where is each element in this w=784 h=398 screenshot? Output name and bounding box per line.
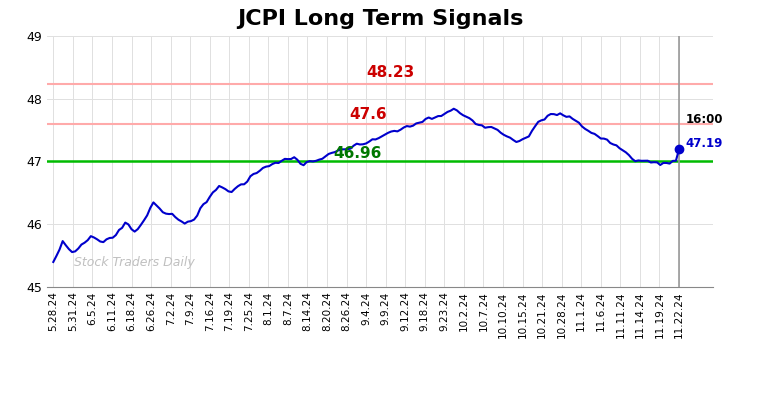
Text: 47.19: 47.19 (685, 137, 723, 150)
Text: 46.96: 46.96 (333, 146, 382, 161)
Text: Stock Traders Daily: Stock Traders Daily (74, 256, 194, 269)
Text: 16:00: 16:00 (685, 113, 723, 126)
Text: 48.23: 48.23 (366, 64, 415, 80)
Title: JCPI Long Term Signals: JCPI Long Term Signals (237, 9, 524, 29)
Text: 47.6: 47.6 (349, 107, 387, 121)
